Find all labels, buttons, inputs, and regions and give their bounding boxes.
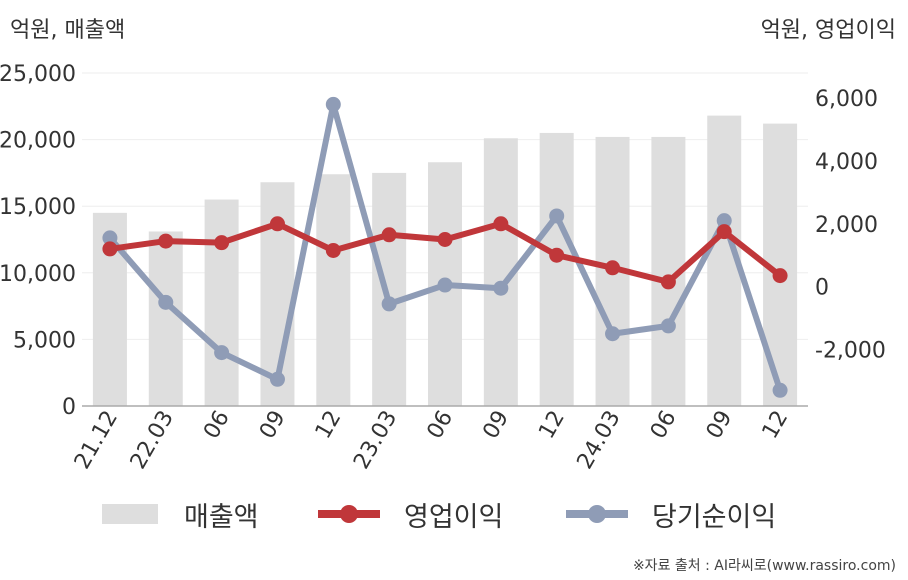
- left-tick-label: 20,000: [0, 129, 76, 154]
- bar-revenue: [148, 231, 183, 406]
- net-income-point: [716, 213, 732, 229]
- legend-item-operating: 영업이익: [318, 494, 503, 534]
- operating-profit-point: [158, 233, 174, 249]
- left-tick-label: 10,000: [0, 262, 76, 287]
- x-tick-label: 23.03: [349, 407, 402, 474]
- x-tick-label: 12: [758, 407, 794, 444]
- net-income-point: [269, 371, 285, 387]
- operating-profit-point: [269, 216, 285, 232]
- legend-label-revenue: 매출액: [184, 501, 259, 533]
- operating-profit-point: [214, 235, 230, 251]
- operating-profit-point: [716, 224, 732, 240]
- operating-profit-point: [325, 242, 341, 258]
- x-tick-label: 09: [702, 407, 738, 444]
- bar-revenue: [372, 172, 407, 406]
- combo-chart: 0 5,000 10,000 15,000 20,000 25,000 -2,000 0 2,0…: [0, 62, 886, 474]
- net-income-point: [493, 280, 509, 296]
- net-income-point: [437, 277, 453, 293]
- x-tick-label: 06: [646, 407, 682, 444]
- net-income-point: [381, 296, 397, 312]
- net-income-point: [605, 326, 621, 342]
- left-tick-label: 0: [62, 395, 76, 420]
- operating-profit-point: [772, 268, 788, 284]
- legend-item-revenue: 매출액: [102, 494, 259, 534]
- left-tick-label: 25,000: [0, 62, 76, 87]
- legend-label-net: 당기순이익: [652, 501, 777, 533]
- operating-profit-point: [660, 274, 676, 290]
- right-tick-label: 4,000: [815, 150, 878, 175]
- x-tick-label: 12: [311, 407, 347, 444]
- operating-profit-point: [605, 260, 621, 276]
- x-tick-label: 12: [534, 407, 570, 444]
- right-tick-label: 6,000: [815, 87, 878, 112]
- legend: 매출액 영업이익 당기순이익: [0, 494, 908, 534]
- net-income-point: [660, 318, 676, 334]
- bar-revenue: [204, 199, 239, 406]
- legend-label-operating: 영업이익: [404, 501, 504, 533]
- net-income-point: [549, 208, 565, 224]
- x-tick-label: 06: [423, 407, 459, 444]
- source-credit: ※자료 출처 : AI라씨로(www.rassiro.com): [632, 558, 896, 574]
- left-axis-unit: 억원, 매출액: [10, 18, 126, 43]
- x-tick-label: 21.12: [70, 407, 123, 474]
- legend-swatch-revenue: [102, 504, 158, 524]
- bar-revenue: [539, 132, 574, 406]
- legend-swatch-operating: [318, 504, 380, 524]
- net-income-point: [102, 230, 118, 246]
- net-income-point: [325, 96, 341, 112]
- net-income-point: [214, 345, 230, 361]
- x-tick-label: 24.03: [573, 407, 626, 474]
- left-tick-label: 5,000: [13, 328, 76, 353]
- operating-profit-point: [493, 216, 509, 232]
- right-axis-unit: 억원, 영업이익: [760, 18, 896, 43]
- right-tick-label: -2,000: [815, 338, 886, 363]
- operating-profit-point: [437, 232, 453, 247]
- legend-item-net: 당기순이익: [566, 494, 776, 534]
- net-income-point: [772, 382, 788, 398]
- x-tick-label: 06: [199, 407, 235, 444]
- bar-revenue: [316, 174, 351, 406]
- x-tick-label: 22.03: [126, 407, 179, 474]
- operating-profit-point: [102, 241, 118, 257]
- operating-profit-point: [549, 247, 565, 263]
- legend-swatch-net: [566, 504, 628, 524]
- x-tick-label: 09: [255, 407, 291, 444]
- right-tick-label: 0: [815, 276, 829, 301]
- x-tick-label: 09: [478, 407, 514, 444]
- net-income-point: [158, 294, 174, 310]
- left-tick-label: 15,000: [0, 195, 76, 220]
- right-tick-label: 2,000: [815, 213, 878, 238]
- operating-profit-point: [381, 227, 397, 243]
